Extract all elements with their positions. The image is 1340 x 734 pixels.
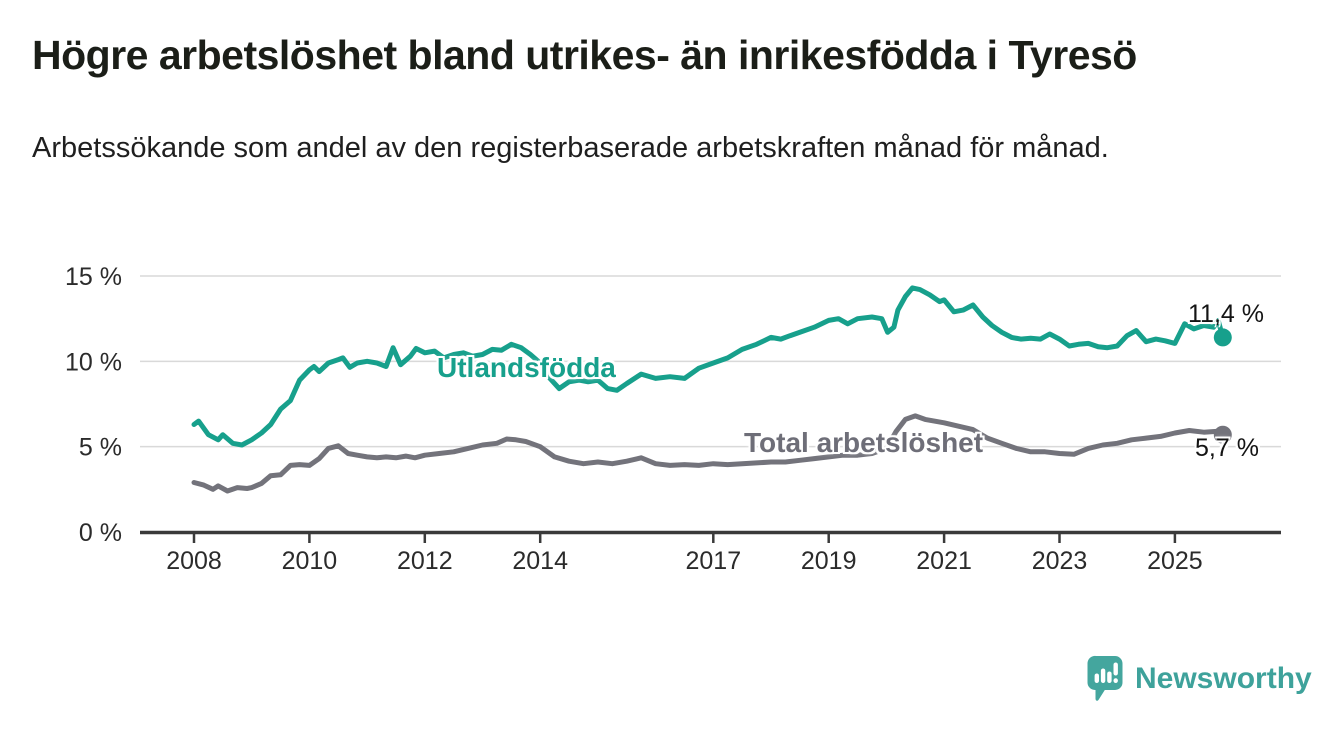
end-value-label-total: 5,7 % — [1195, 434, 1259, 462]
series-label-utlandsfodda: Utlandsfödda — [437, 352, 616, 383]
series-line-utlandsfodda — [191, 285, 1226, 448]
bar-2 — [1100, 668, 1106, 683]
exclamation-bar — [1113, 662, 1118, 676]
series-label-total-arbetsloshet: Total arbetslöshet — [744, 427, 984, 458]
series-end-dot-total — [1213, 425, 1232, 444]
end-value-label-utlandsfodda: 11,4 % — [1188, 300, 1264, 328]
y-axis-label-15: 15 % — [65, 263, 122, 291]
chart-subtitle: Arbetssökande som andel av den registerb… — [32, 132, 1109, 164]
series-line-total — [191, 413, 1226, 494]
bar-1 — [1094, 673, 1099, 683]
bar-3 — [1107, 671, 1112, 683]
newsworthy-bubble-chart-icon — [1087, 655, 1123, 701]
x-axis-label-2017: 2017 — [685, 547, 741, 575]
x-axis-label-2010: 2010 — [282, 547, 338, 575]
exclamation-dot — [1113, 678, 1118, 683]
x-axis-label-2021: 2021 — [916, 547, 972, 575]
x-axis-label-2008: 2008 — [166, 547, 222, 575]
x-axis-label-2014: 2014 — [512, 547, 568, 575]
series-end-dot-utlandsfodda — [1213, 328, 1232, 347]
page-title: Högre arbetslöshet bland utrikes- än inr… — [32, 32, 1137, 78]
y-axis-label-0: 0 % — [79, 519, 122, 547]
x-axis-label-2012: 2012 — [397, 547, 453, 575]
newsworthy-wordmark: Newsworthy — [1135, 662, 1312, 695]
x-axis-label-2019: 2019 — [801, 547, 857, 575]
newsworthy-logo: Newsworthy — [1087, 655, 1312, 703]
x-axis-label-2025: 2025 — [1147, 547, 1203, 575]
x-axis-label-2023: 2023 — [1032, 547, 1088, 575]
y-axis-label-10: 10 % — [65, 348, 122, 376]
y-axis-label-5: 5 % — [79, 434, 122, 462]
